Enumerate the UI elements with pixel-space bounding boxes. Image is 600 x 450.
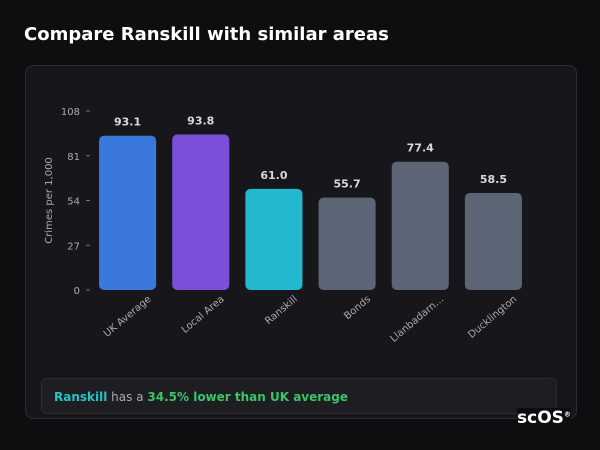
summary-highlight: 34.5% lower than UK average <box>147 390 348 404</box>
x-tick-label: Local Area <box>180 294 227 336</box>
y-tick-label: 27 <box>67 241 80 252</box>
bar <box>464 193 522 290</box>
logo: scOS® <box>517 408 571 428</box>
summary-text: has a <box>111 390 144 404</box>
x-tick-label: Ranskill <box>263 294 300 327</box>
x-tick-label: Ducklington <box>466 294 519 341</box>
value-label: 77.4 <box>407 142 434 155</box>
x-tick-label: UK Average <box>102 294 154 340</box>
value-label: 58.5 <box>480 173 507 186</box>
x-tick-label: Bonds <box>342 294 373 322</box>
y-tick-label: 81 <box>67 152 80 163</box>
bar <box>245 188 303 290</box>
area-name: Ranskill <box>54 390 108 404</box>
logo-mark: ® <box>563 410 571 419</box>
logo-text: scOS <box>517 408 564 428</box>
value-label: 93.8 <box>187 115 214 128</box>
x-tick-label: Llanbadarn… <box>389 294 447 345</box>
bar <box>99 135 157 290</box>
bar <box>172 134 230 290</box>
y-tick-label: 0 <box>74 286 80 297</box>
y-tick-label: 54 <box>67 197 80 208</box>
summary: Ranskill has a 34.5% lower than UK avera… <box>41 378 557 414</box>
bar <box>391 161 449 290</box>
y-tick-label: 108 <box>61 107 80 118</box>
value-label: 61.0 <box>260 169 287 182</box>
page-title: Compare Ranskill with similar areas <box>24 24 389 45</box>
value-label: 93.1 <box>114 116 141 129</box>
y-axis-label: Crimes per 1,000 <box>44 157 55 244</box>
value-label: 55.7 <box>334 178 361 191</box>
bar <box>318 197 376 290</box>
